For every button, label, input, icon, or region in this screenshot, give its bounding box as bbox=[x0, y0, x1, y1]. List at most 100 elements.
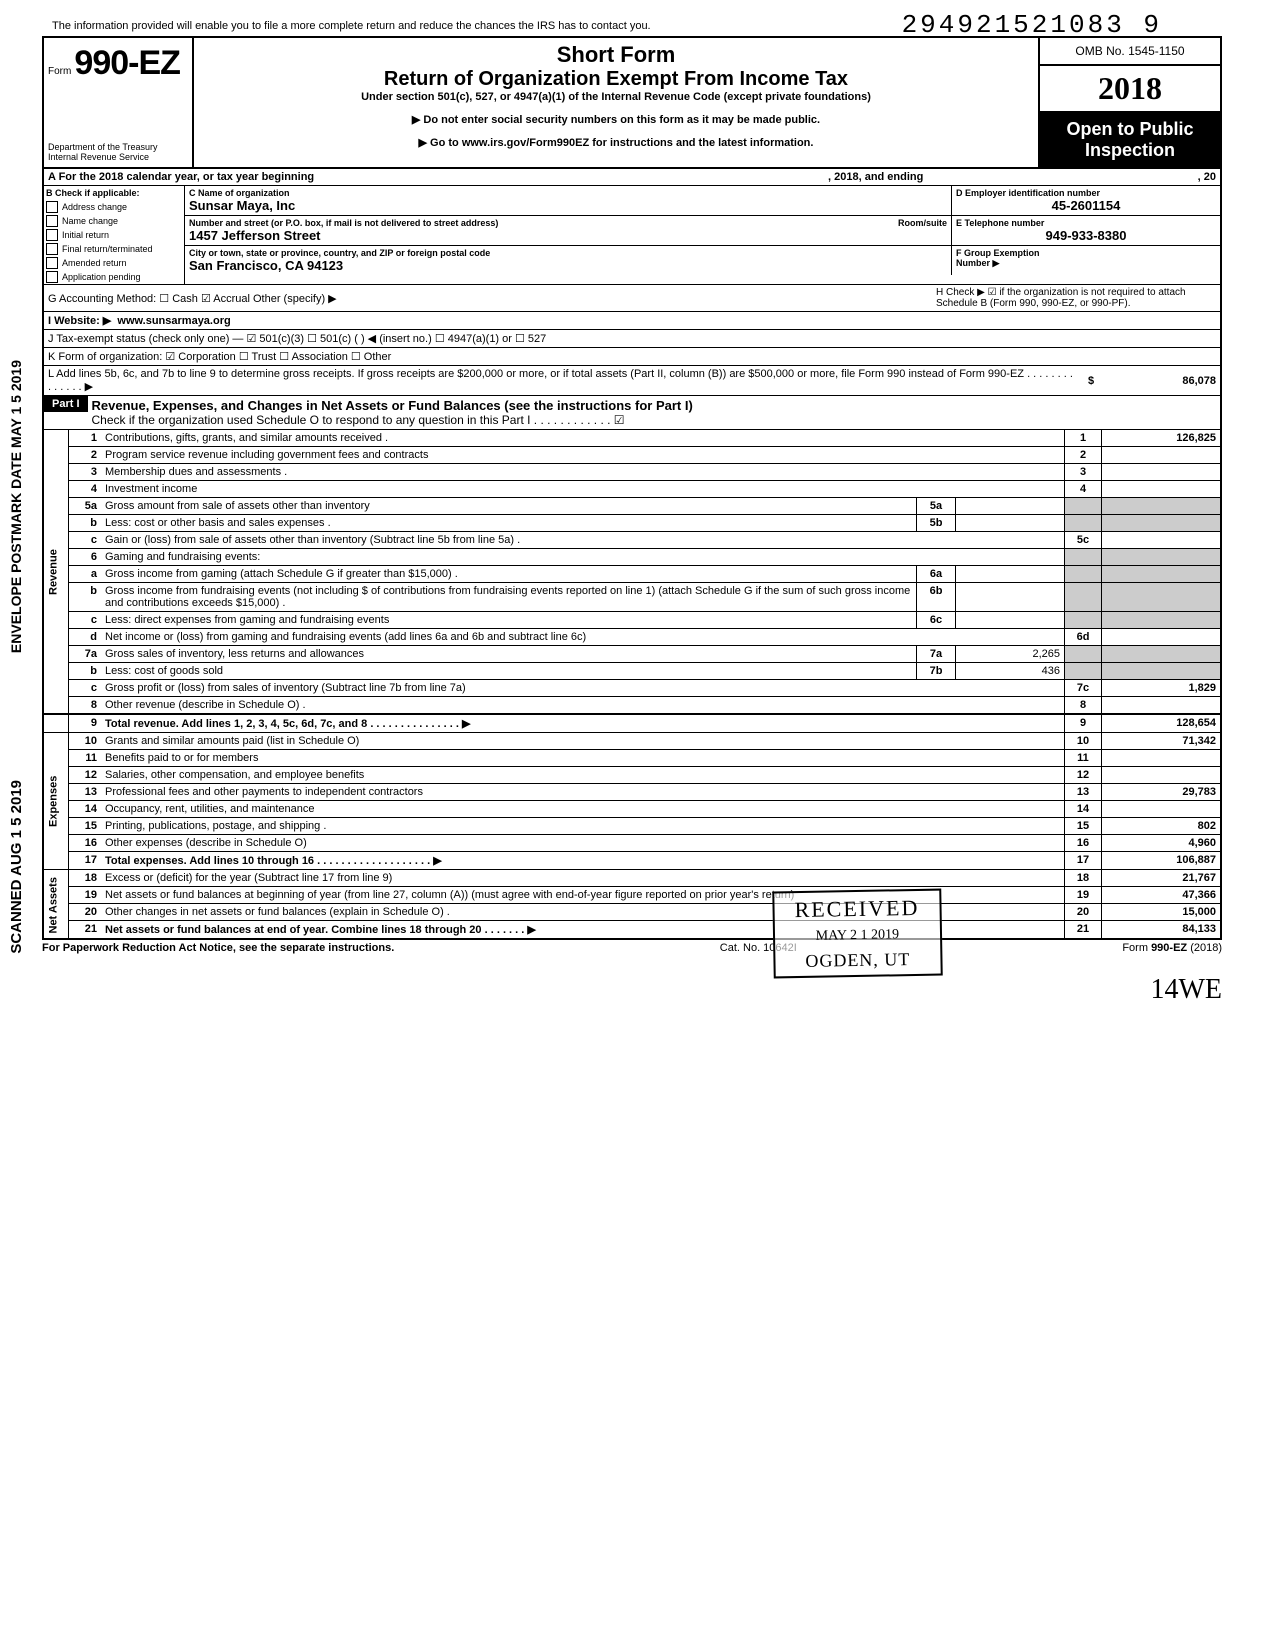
chk-name-label: Name change bbox=[62, 216, 118, 226]
chk-initial[interactable] bbox=[46, 229, 58, 241]
line-1-rn: 1 bbox=[1065, 430, 1102, 447]
chk-amended[interactable] bbox=[46, 257, 58, 269]
ein-value: 45-2601154 bbox=[956, 198, 1216, 213]
line-1-desc: Contributions, gifts, grants, and simila… bbox=[101, 430, 1065, 447]
chk-pending-label: Application pending bbox=[62, 272, 141, 282]
line-3-num: 3 bbox=[69, 464, 102, 481]
line-20-rn: 20 bbox=[1065, 904, 1102, 921]
line-h: H Check ▶ ☑ if the organization is not r… bbox=[936, 287, 1216, 309]
line-12-rv bbox=[1102, 767, 1222, 784]
line-5c-desc: Gain or (loss) from sale of assets other… bbox=[101, 532, 1065, 549]
line-11-rv bbox=[1102, 750, 1222, 767]
received-text: RECEIVED bbox=[795, 895, 920, 923]
line-5b-num: b bbox=[69, 515, 102, 532]
open-public-1: Open to Public bbox=[1042, 119, 1218, 140]
line-10-rn: 10 bbox=[1065, 733, 1102, 750]
line-l-text: L Add lines 5b, 6c, and 7b to line 9 to … bbox=[48, 368, 1076, 393]
line-6c-mv bbox=[956, 612, 1065, 629]
chk-name[interactable] bbox=[46, 215, 58, 227]
line-5b-mv bbox=[956, 515, 1065, 532]
line-6c-mn: 6c bbox=[917, 612, 956, 629]
line-k: K Form of organization: ☑ Corporation ☐ … bbox=[42, 348, 1222, 366]
part1-table: Revenue 1 Contributions, gifts, grants, … bbox=[42, 430, 1222, 940]
line-11-num: 11 bbox=[69, 750, 102, 767]
line-5a-desc: Gross amount from sale of assets other t… bbox=[101, 498, 917, 515]
street-value: 1457 Jefferson Street bbox=[189, 228, 947, 243]
line-10-num: 10 bbox=[69, 733, 102, 750]
line-5c-rn: 5c bbox=[1065, 532, 1102, 549]
line-18-rn: 18 bbox=[1065, 870, 1102, 887]
line-19-rn: 19 bbox=[1065, 887, 1102, 904]
row-a: A For the 2018 calendar year, or tax yea… bbox=[42, 169, 1222, 186]
line-20-num: 20 bbox=[69, 904, 102, 921]
line-8-rv bbox=[1102, 697, 1222, 715]
line-1-rv: 126,825 bbox=[1102, 430, 1222, 447]
row-a-left: A For the 2018 calendar year, or tax yea… bbox=[44, 169, 824, 185]
chk-final-label: Final return/terminated bbox=[62, 244, 153, 254]
section-b-label: B Check if applicable: bbox=[44, 186, 184, 200]
row-a-right: , 20 bbox=[1032, 169, 1220, 185]
line-5a-mv bbox=[956, 498, 1065, 515]
line-5c-rv bbox=[1102, 532, 1222, 549]
line-7a-mn: 7a bbox=[917, 646, 956, 663]
line-17-desc: Total expenses. Add lines 10 through 16 … bbox=[101, 852, 1065, 870]
city-label: City or town, state or province, country… bbox=[189, 248, 947, 258]
ssn-note: ▶ Do not enter social security numbers o… bbox=[200, 113, 1032, 126]
line-13-rv: 29,783 bbox=[1102, 784, 1222, 801]
line-6a-desc: Gross income from gaming (attach Schedul… bbox=[101, 566, 917, 583]
line-5a-mn: 5a bbox=[917, 498, 956, 515]
chk-final[interactable] bbox=[46, 243, 58, 255]
line-9-rn: 9 bbox=[1065, 714, 1102, 733]
line-5a-num: 5a bbox=[69, 498, 102, 515]
line-21-rn: 21 bbox=[1065, 921, 1102, 940]
line-10-desc: Grants and similar amounts paid (list in… bbox=[101, 733, 1065, 750]
open-public-2: Inspection bbox=[1042, 140, 1218, 161]
line-9-num: 9 bbox=[69, 714, 102, 733]
return-title: Return of Organization Exempt From Incom… bbox=[200, 68, 1032, 91]
footer-left: For Paperwork Reduction Act Notice, see … bbox=[42, 942, 394, 954]
line-16-num: 16 bbox=[69, 835, 102, 852]
org-name: Sunsar Maya, Inc bbox=[189, 198, 947, 213]
line-6-num: 6 bbox=[69, 549, 102, 566]
chk-initial-label: Initial return bbox=[62, 230, 109, 240]
line-14-rn: 14 bbox=[1065, 801, 1102, 818]
line-2-num: 2 bbox=[69, 447, 102, 464]
line-6c-num: c bbox=[69, 612, 102, 629]
phone-value: 949-933-8380 bbox=[956, 228, 1216, 243]
line-6a-mv bbox=[956, 566, 1065, 583]
line-7c-rv: 1,829 bbox=[1102, 680, 1222, 697]
line-6a-mn: 6a bbox=[917, 566, 956, 583]
line-14-rv bbox=[1102, 801, 1222, 818]
group-exemption-number: Number ▶ bbox=[956, 258, 1216, 269]
line-17-rv: 106,887 bbox=[1102, 852, 1222, 870]
postmark-stamp: ENVELOPE POSTMARK DATE MAY 1 5 2019 bbox=[8, 360, 24, 653]
line-4-rv bbox=[1102, 481, 1222, 498]
line-8-rn: 8 bbox=[1065, 697, 1102, 715]
line-11-rn: 11 bbox=[1065, 750, 1102, 767]
chk-address[interactable] bbox=[46, 201, 58, 213]
line-19-rv: 47,366 bbox=[1102, 887, 1222, 904]
city-value: San Francisco, CA 94123 bbox=[189, 258, 947, 273]
line-15-rv: 802 bbox=[1102, 818, 1222, 835]
line-6b-num: b bbox=[69, 583, 102, 612]
chk-amended-label: Amended return bbox=[62, 258, 127, 268]
form-header: Form 990-EZ Department of the Treasury I… bbox=[42, 36, 1222, 169]
line-11-desc: Benefits paid to or for members bbox=[101, 750, 1065, 767]
info-grid: B Check if applicable: Address change Na… bbox=[42, 186, 1222, 285]
part1-check: Check if the organization used Schedule … bbox=[92, 413, 1216, 427]
line-5a-shade2 bbox=[1102, 498, 1222, 515]
line-7a-desc: Gross sales of inventory, less returns a… bbox=[101, 646, 917, 663]
group-exemption-label: F Group Exemption bbox=[956, 248, 1216, 258]
chk-address-label: Address change bbox=[62, 202, 127, 212]
line-7c-desc: Gross profit or (loss) from sales of inv… bbox=[101, 680, 1065, 697]
goto-note: ▶ Go to www.irs.gov/Form990EZ for instru… bbox=[200, 136, 1032, 149]
line-6a-num: a bbox=[69, 566, 102, 583]
phone-label: E Telephone number bbox=[956, 218, 1216, 228]
chk-pending[interactable] bbox=[46, 271, 58, 283]
line-20-rv: 15,000 bbox=[1102, 904, 1222, 921]
line-13-num: 13 bbox=[69, 784, 102, 801]
line-4-num: 4 bbox=[69, 481, 102, 498]
received-date: MAY 2 1 2019 bbox=[795, 927, 920, 945]
line-16-rn: 16 bbox=[1065, 835, 1102, 852]
line-21-rv: 84,133 bbox=[1102, 921, 1222, 940]
